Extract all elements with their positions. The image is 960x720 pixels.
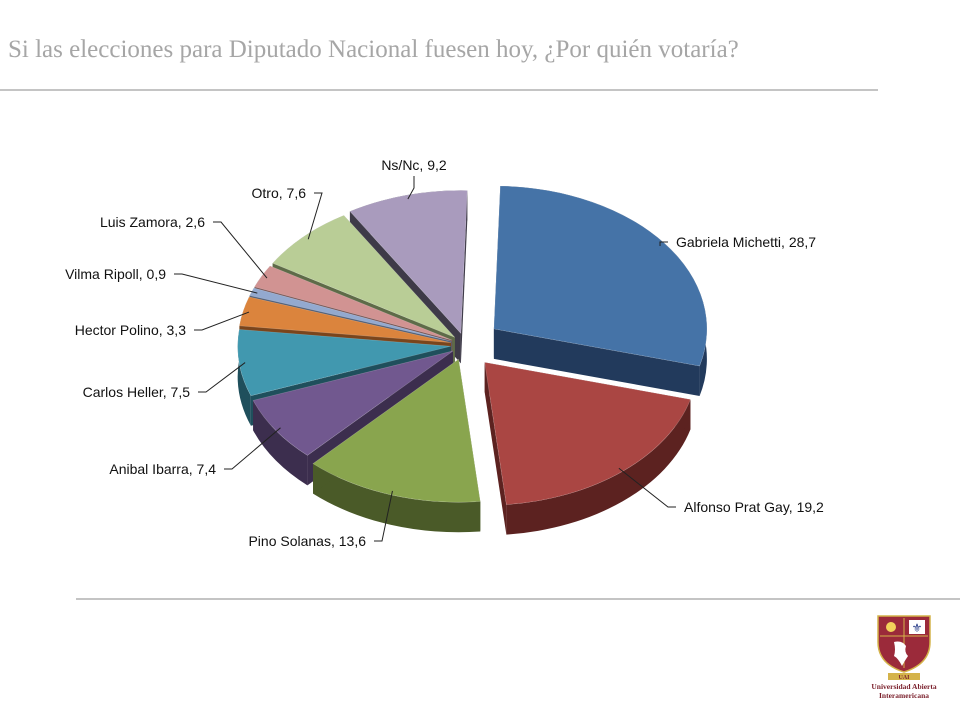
- leader-line-vilma-ripoll: [174, 273, 258, 294]
- pie-tops: [237, 185, 708, 505]
- slice-ns-nc: [349, 190, 468, 335]
- slice-side-alfonso-prat-gay: [506, 399, 691, 535]
- leader-line-anibal-ibarra: [224, 427, 281, 470]
- leader-line-alfonso-prat-gay: [618, 467, 676, 508]
- slice-side-carlos-heller: [237, 329, 251, 426]
- logo-monogram: UAI: [898, 675, 910, 681]
- leader-line-gabriela-michetti: [659, 241, 668, 246]
- slice-edge-ns-nc-1: [460, 190, 468, 364]
- slice-edge-alfonso-prat-gay-1: [484, 362, 507, 535]
- leader-line-luis-zamora: [213, 221, 268, 279]
- logo-sun-icon: [886, 622, 896, 632]
- slice-anibal-ibarra: [252, 350, 454, 456]
- slide-title: Si las elecciones para Diputado Nacional…: [8, 36, 739, 63]
- slice-hector-polino: [239, 296, 452, 343]
- logo-map-icon: [894, 641, 908, 666]
- slice-luis-zamora: [253, 265, 453, 341]
- data-label-carlos-heller: Carlos Heller, 7,5: [83, 384, 191, 400]
- leader-line-otro: [307, 192, 323, 240]
- slice-gabriela-michetti: [493, 185, 708, 367]
- top-divider: [0, 89, 878, 91]
- slice-pino-solanas: [312, 358, 481, 503]
- slice-carlos-heller: [237, 329, 451, 397]
- data-label-ns-nc: Ns/Nc, 9,2: [381, 157, 447, 173]
- data-label-pino-solanas: Pino Solanas, 13,6: [248, 533, 366, 549]
- slice-edge-gabriela-michetti-1: [493, 328, 700, 396]
- pie-labels: Gabriela Michetti, 28,7 Alfonso Prat Gay,…: [65, 157, 824, 549]
- logo-name-line2: Interamericana: [879, 691, 929, 700]
- logo-name-line1: Universidad Abierta: [871, 682, 936, 691]
- data-label-otro: Otro, 7,6: [252, 185, 307, 201]
- leader-line-hector-polino: [194, 311, 250, 331]
- slice-side-pino-solanas: [313, 463, 481, 533]
- leader-line-ns-nc: [407, 176, 415, 200]
- data-label-luis-zamora: Luis Zamora, 2,6: [100, 214, 205, 230]
- university-logo: ⚜ UAI Universidad Abierta Interamericana: [871, 615, 937, 700]
- slice-otro: [272, 214, 456, 338]
- leader-line-carlos-heller: [198, 362, 246, 393]
- data-label-hector-polino: Hector Polino, 3,3: [75, 322, 186, 338]
- pie-leader-lines: [174, 176, 676, 542]
- data-label-gabriela-michetti: Gabriela Michetti, 28,7: [676, 234, 816, 250]
- leader-line-pino-solanas: [374, 490, 393, 542]
- data-label-alfonso-prat-gay: Alfonso Prat Gay, 19,2: [684, 499, 824, 515]
- logo-fleur-icon: ⚜: [912, 621, 923, 635]
- data-label-anibal-ibarra: Anibal Ibarra, 7,4: [109, 461, 216, 477]
- bottom-divider: [76, 598, 960, 600]
- data-label-vilma-ripoll: Vilma Ripoll, 0,9: [65, 266, 166, 282]
